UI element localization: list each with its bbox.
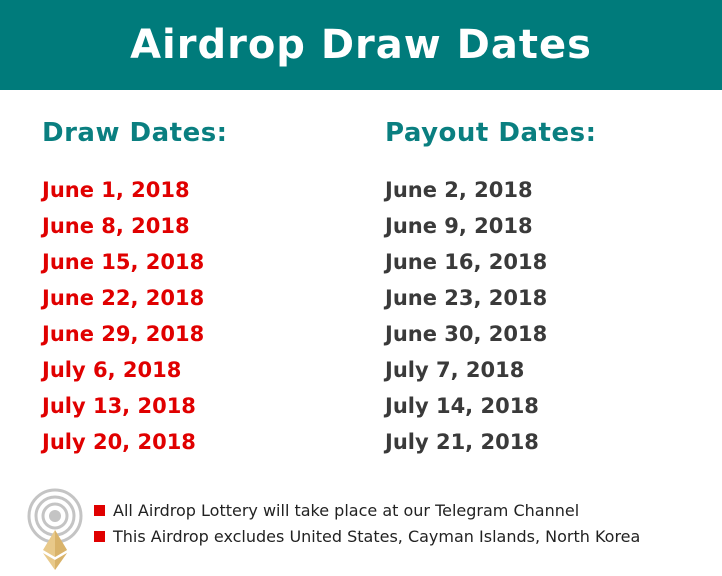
payout-date-item: June 16, 2018	[385, 250, 548, 274]
draw-dates-heading: Draw Dates:	[42, 118, 228, 148]
draw-date-item: June 29, 2018	[42, 322, 205, 346]
payout-date-item: July 7, 2018	[385, 358, 525, 382]
red-square-bullet-icon	[94, 504, 105, 516]
red-square-bullet-icon	[94, 530, 105, 542]
payout-date-item: July 21, 2018	[385, 430, 539, 454]
payout-date-item: June 2, 2018	[385, 178, 533, 202]
draw-date-item: June 15, 2018	[42, 250, 205, 274]
draw-date-item: July 6, 2018	[42, 358, 182, 382]
draw-date-item: July 20, 2018	[42, 430, 196, 454]
page-title: Airdrop Draw Dates	[130, 22, 592, 68]
draw-date-item: June 8, 2018	[42, 214, 190, 238]
payout-date-item: June 9, 2018	[385, 214, 533, 238]
note-item: This Airdrop excludes United States, Cay…	[94, 523, 640, 549]
note-text: This Airdrop excludes United States, Cay…	[113, 526, 641, 546]
payout-date-item: July 14, 2018	[385, 394, 539, 418]
payout-dates-list: June 2, 2018 June 9, 2018 June 16, 2018 …	[385, 172, 547, 460]
header-banner: Airdrop Draw Dates	[0, 0, 722, 90]
draw-dates-list: June 1, 2018 June 8, 2018 June 15, 2018 …	[42, 172, 204, 460]
notes-list: All Airdrop Lottery will take place at o…	[94, 497, 640, 549]
draw-date-item: July 13, 2018	[42, 394, 196, 418]
ethereum-broadcast-icon	[24, 488, 86, 572]
draw-date-item: June 1, 2018	[42, 178, 190, 202]
payout-date-item: June 23, 2018	[385, 286, 548, 310]
note-text: All Airdrop Lottery will take place at o…	[113, 500, 580, 520]
payout-dates-heading: Payout Dates:	[385, 118, 597, 148]
draw-date-item: June 22, 2018	[42, 286, 205, 310]
note-item: All Airdrop Lottery will take place at o…	[94, 497, 640, 523]
payout-date-item: June 30, 2018	[385, 322, 548, 346]
